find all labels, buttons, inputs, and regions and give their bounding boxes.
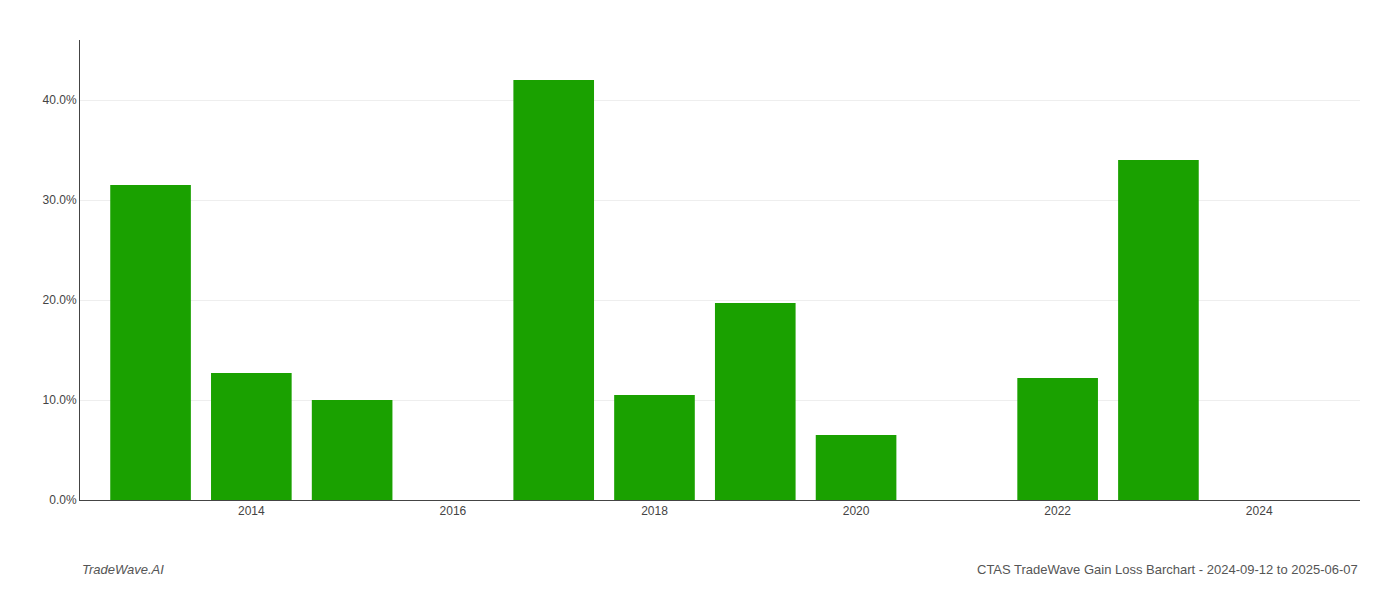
svg-text:10.0%: 10.0% [43, 393, 77, 407]
svg-text:30.0%: 30.0% [43, 193, 77, 207]
svg-text:40.0%: 40.0% [43, 93, 77, 107]
svg-text:2024: 2024 [1246, 504, 1273, 518]
svg-text:2020: 2020 [843, 504, 870, 518]
svg-text:2018: 2018 [641, 504, 668, 518]
svg-text:CTAS TradeWave Gain Loss Barch: CTAS TradeWave Gain Loss Barchart - 2024… [977, 562, 1358, 577]
svg-text:2014: 2014 [238, 504, 265, 518]
svg-text:2016: 2016 [440, 504, 467, 518]
svg-text:20.0%: 20.0% [43, 293, 77, 307]
svg-text:TradeWave.AI: TradeWave.AI [82, 562, 164, 577]
svg-text:0.0%: 0.0% [49, 493, 77, 507]
svg-text:2022: 2022 [1044, 504, 1071, 518]
